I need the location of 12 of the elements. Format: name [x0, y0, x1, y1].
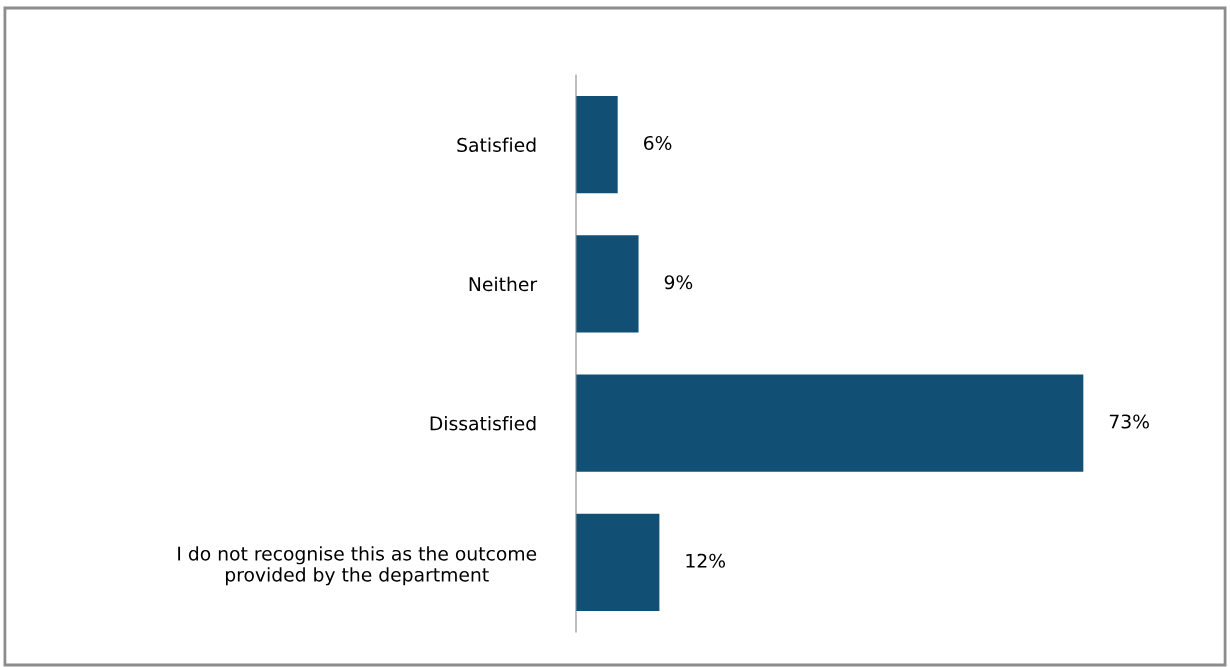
data-label: 73% [1109, 414, 1149, 429]
bar [576, 513, 660, 612]
bar [576, 374, 1084, 472]
data-label: 9% [664, 275, 693, 290]
y-tick-label: Dissatisfied [430, 416, 536, 431]
y-tick-label: Neither [469, 276, 538, 292]
bar [576, 95, 618, 194]
y-tick-label: I do not recognise this as the outcome provided by the department [178, 546, 537, 586]
data-label: 12% [686, 553, 726, 568]
data-label: 6% [644, 135, 672, 151]
bar [576, 235, 639, 333]
y-tick-label: Satisfied [457, 137, 536, 153]
